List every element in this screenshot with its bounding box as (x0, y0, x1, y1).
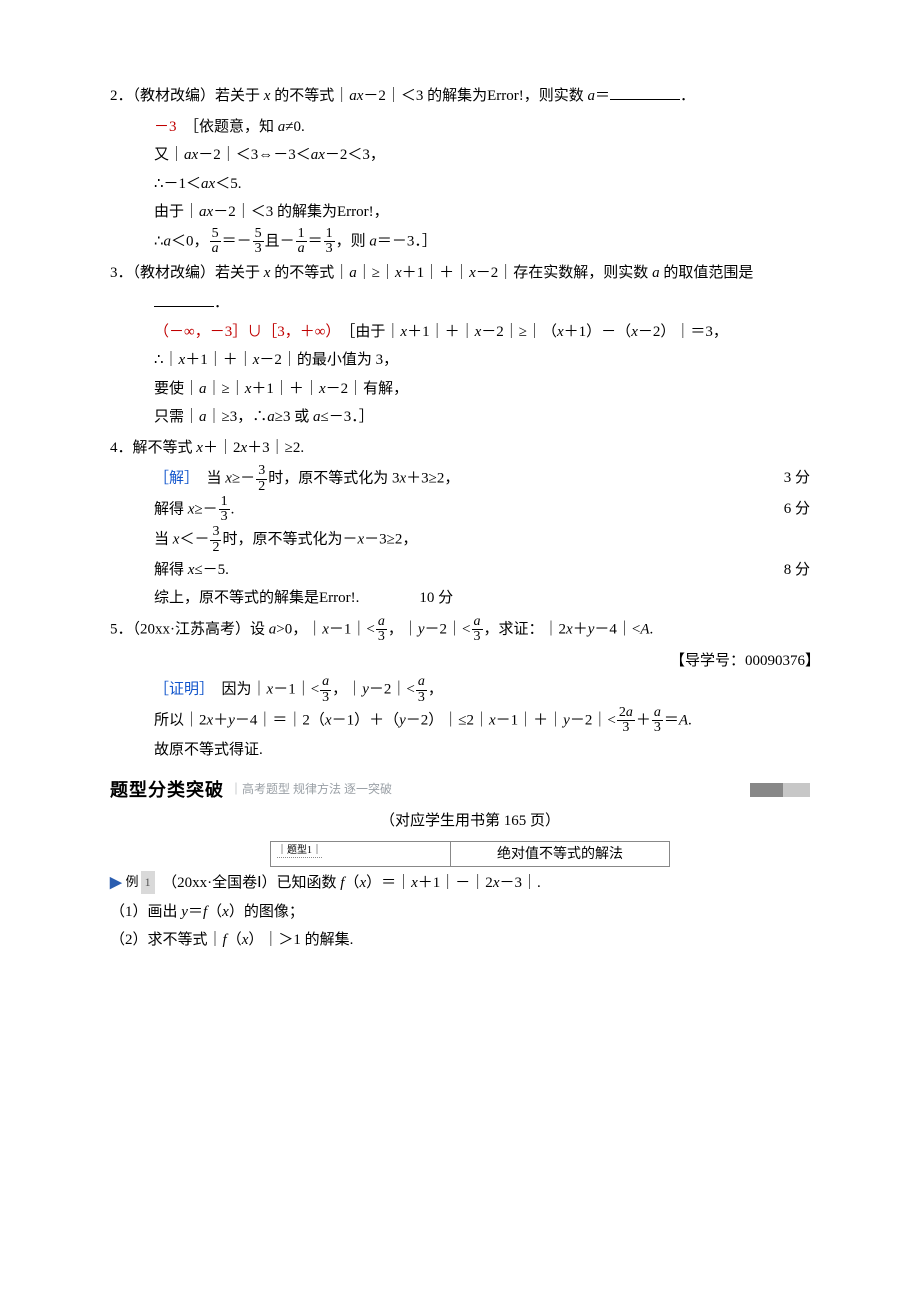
problem-5-head: 5．（20xx·江苏高考）设 a>0，｜x－1｜<a3，｜y－2｜<a3，求证：… (110, 615, 810, 645)
example-number: 1 (141, 871, 155, 894)
problem-2-step: ∴a＜0，5a＝－53且－1a＝13，则 a＝－3．］ (154, 227, 810, 257)
topic-name-box: 绝对值不等式的解法 (450, 841, 670, 867)
score-mark: 6 分 (784, 495, 810, 524)
problem-2-step: ∴－1＜ax＜5. (154, 170, 810, 199)
problem-2-step: 又｜ax－2｜＜3⇔－3＜ax－2＜3， (154, 141, 810, 170)
problem-3-answer-line: （－∞，－3］∪［3，＋∞） ［由于｜x＋1｜＋｜x－2｜≥｜（x＋1）－（x－… (154, 318, 810, 347)
section-bar-decor (750, 783, 810, 797)
example-q2: （2）求不等式｜f（x）｜＞1 的解集. (110, 926, 810, 955)
topic-row: ｜题型1｜绝对值不等式的解法 (130, 841, 810, 867)
section-title: 题型分类突破 (110, 773, 224, 807)
problem-3-answer: （－∞，－3］∪［3，＋∞） (154, 324, 333, 340)
problem-3-step: 只需｜a｜≥3，∴a≥3 或 a≤－3．］ (154, 403, 810, 432)
guide-number: 【导学号：00090376】 (130, 647, 820, 676)
solution-label: ［解］ (154, 471, 192, 487)
problem-4-line: 解得 x≤－5.8 分 (154, 556, 810, 585)
problem-4-head: 4．解不等式 x＋｜2x＋3｜≥2. (110, 434, 810, 463)
problem-4-line: 当 x＜－32时，原不等式化为－x－3≥2， (154, 525, 810, 555)
score-mark: 8 分 (784, 556, 810, 585)
page-reference: （对应学生用书第 165 页） (130, 807, 810, 836)
section-bar: 题型分类突破 ｜高考题型 规律方法 逐一突破 (110, 773, 810, 807)
problem-3-head: 3．（教材改编）若关于 x 的不等式｜a｜≥｜x＋1｜＋｜x－2｜存在实数解，则… (110, 259, 810, 288)
example-text: （20xx·全国卷Ⅰ）已知函数 f（x）＝｜x＋1｜－｜2x－3｜. (170, 875, 541, 891)
score-mark: 3 分 (784, 464, 810, 493)
problem-5-line: ［证明］ 因为｜x－1｜<a3，｜y－2｜<a3， (154, 675, 810, 705)
problem-4-line: ［解］ 当 x≥－32时，原不等式化为 3x＋3≥2，3 分 (154, 464, 810, 494)
problem-2-step: 由于｜ax－2｜＜3 的解集为Error!， (154, 198, 810, 227)
example-q1: （1）画出 y＝f（x）的图像； (110, 898, 810, 927)
section-subtitle: ｜高考题型 规律方法 逐一突破 (230, 778, 750, 801)
problem-3-step: ∴｜x＋1｜＋｜x－2｜的最小值为 3， (154, 346, 810, 375)
example-arrow-icon: ▶ (110, 875, 122, 891)
topic-tag-box: ｜题型1｜ (270, 841, 450, 867)
problem-3-blank: ． (154, 289, 810, 318)
problem-4-line: 综上，原不等式的解集是Error!. 10 分 (154, 584, 810, 613)
example-label: 例 (122, 870, 143, 895)
example-head: ▶例1 （20xx·全国卷Ⅰ）已知函数 f（x）＝｜x＋1｜－｜2x－3｜. (110, 869, 810, 898)
proof-label: ［证明］ (154, 682, 207, 698)
problem-5-line: 所以｜2x＋y－4｜＝｜2（x－1）＋（y－2）｜≤2｜x－1｜＋｜y－2｜<2… (154, 706, 810, 736)
problem-4-line: 解得 x≥－13.6 分 (154, 495, 810, 525)
problem-2-head: 2．（教材改编）若关于 x 的不等式｜ax－2｜＜3 的解集为Error!，则实… (110, 82, 810, 111)
problem-3-step: 要使｜a｜≥｜x＋1｜＋｜x－2｜有解， (154, 375, 810, 404)
problem-2-answer: －3 (154, 119, 177, 135)
problem-5-line: 故原不等式得证. (154, 736, 810, 765)
problem-2-answer-line: －3 ［依题意，知 a≠0. (154, 113, 810, 142)
